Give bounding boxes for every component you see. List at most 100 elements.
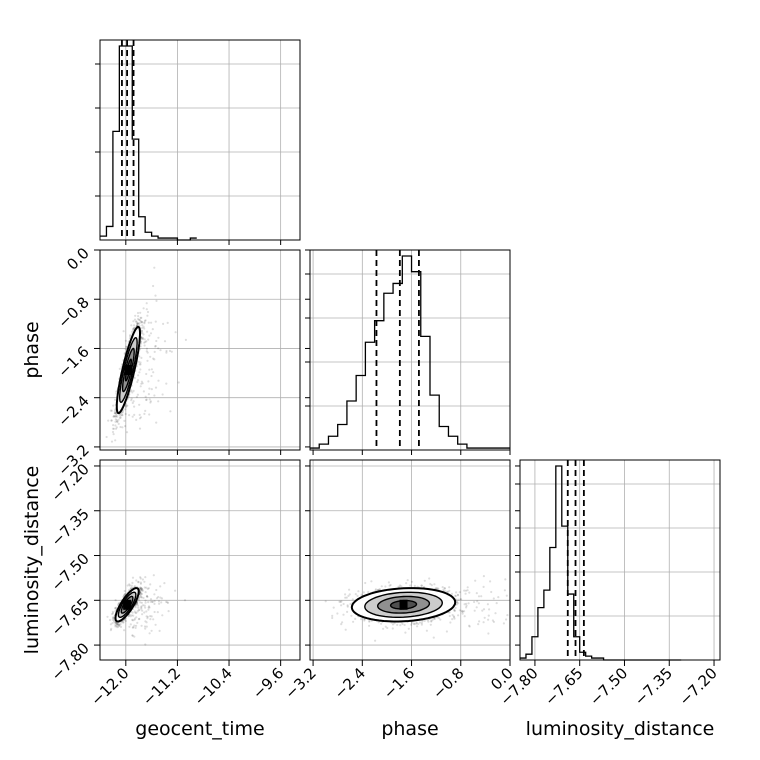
sample-point xyxy=(410,621,414,624)
sample-point xyxy=(153,266,156,269)
sample-point xyxy=(377,588,380,591)
sample-point xyxy=(130,399,133,402)
sample-point xyxy=(486,603,489,606)
sample-point xyxy=(370,580,373,583)
sample-point xyxy=(114,607,117,610)
sample-point xyxy=(148,368,151,371)
sample-point xyxy=(141,578,144,581)
sample-point xyxy=(132,320,135,323)
sample-point xyxy=(133,610,136,613)
sample-point xyxy=(131,634,134,637)
sample-point xyxy=(140,593,143,596)
sample-point xyxy=(160,601,163,604)
sample-point xyxy=(140,336,143,339)
sample-point xyxy=(129,615,132,618)
sample-point xyxy=(415,621,418,624)
sample-point xyxy=(423,619,426,623)
data-marks xyxy=(100,40,682,661)
sample-point xyxy=(121,411,124,414)
sample-point xyxy=(139,321,142,324)
sample-point xyxy=(380,585,383,588)
sample-point xyxy=(128,583,131,586)
sample-point xyxy=(477,595,481,598)
sample-point xyxy=(433,617,436,621)
sample-point xyxy=(145,398,148,401)
sample-point xyxy=(136,602,139,605)
contour-line xyxy=(117,591,137,618)
sample-point xyxy=(398,584,402,587)
sample-point xyxy=(396,623,399,627)
sample-point xyxy=(118,624,121,627)
sample-point xyxy=(112,617,115,620)
sample-point xyxy=(124,339,127,342)
sample-point xyxy=(114,623,117,627)
sample-point xyxy=(121,426,124,429)
sample-point xyxy=(138,355,141,358)
sample-point xyxy=(141,609,144,612)
x-tick-label: −0.8 xyxy=(429,664,467,702)
sample-point xyxy=(139,320,143,323)
sample-point xyxy=(140,316,143,319)
sample-point xyxy=(156,611,159,614)
sample-point xyxy=(405,582,408,585)
sample-point xyxy=(147,608,150,611)
sample-point xyxy=(149,332,153,335)
sample-point xyxy=(131,576,135,579)
sample-point xyxy=(138,371,141,374)
sample-point xyxy=(410,623,413,626)
sample-point xyxy=(463,610,466,613)
sample-point xyxy=(149,618,152,621)
histogram-luminosity_distance xyxy=(520,465,682,661)
sample-point xyxy=(152,284,155,288)
sample-point xyxy=(115,606,118,609)
sample-point xyxy=(357,590,360,593)
sample-point xyxy=(114,424,117,427)
sample-point xyxy=(139,586,142,589)
sample-point xyxy=(384,625,387,628)
sample-point xyxy=(137,315,140,318)
sample-point xyxy=(145,308,148,311)
sample-point xyxy=(130,586,133,589)
sample-point xyxy=(144,395,147,398)
sample-point xyxy=(143,604,146,607)
sample-point xyxy=(131,391,134,394)
sample-point xyxy=(460,609,463,612)
sample-point xyxy=(136,393,139,396)
sample-point xyxy=(144,606,147,609)
sample-point xyxy=(116,626,119,629)
sample-point xyxy=(131,330,134,333)
sample-point xyxy=(144,340,147,344)
sample-point xyxy=(170,350,173,353)
x-tick-label: −7.65 xyxy=(541,664,586,709)
contour-line xyxy=(376,595,431,614)
sample-point xyxy=(136,322,139,325)
sample-point xyxy=(482,585,485,589)
y-tick-label: −0.8 xyxy=(54,293,92,331)
sample-point xyxy=(131,626,134,629)
sample-point xyxy=(465,602,468,605)
sample-point xyxy=(449,621,452,624)
sample-point xyxy=(123,593,126,596)
sample-point xyxy=(123,352,126,355)
sample-point xyxy=(145,372,148,376)
sample-point xyxy=(166,601,170,605)
sample-point xyxy=(133,318,137,321)
sample-point xyxy=(135,579,138,582)
sample-point xyxy=(409,584,412,587)
sample-point xyxy=(360,618,363,621)
sample-point xyxy=(113,620,116,624)
sample-point xyxy=(114,415,117,418)
sample-point xyxy=(437,616,440,620)
sample-point xyxy=(457,602,460,605)
panel-frame xyxy=(99,39,301,241)
sample-point xyxy=(140,624,143,627)
sample-point xyxy=(455,601,459,604)
sample-point xyxy=(145,340,148,343)
sample-point xyxy=(139,363,142,366)
sample-point xyxy=(141,336,144,339)
sample-point xyxy=(144,643,147,646)
sample-point xyxy=(144,576,147,579)
sample-point xyxy=(174,589,177,592)
sample-point xyxy=(154,344,157,348)
sample-point xyxy=(158,629,161,633)
